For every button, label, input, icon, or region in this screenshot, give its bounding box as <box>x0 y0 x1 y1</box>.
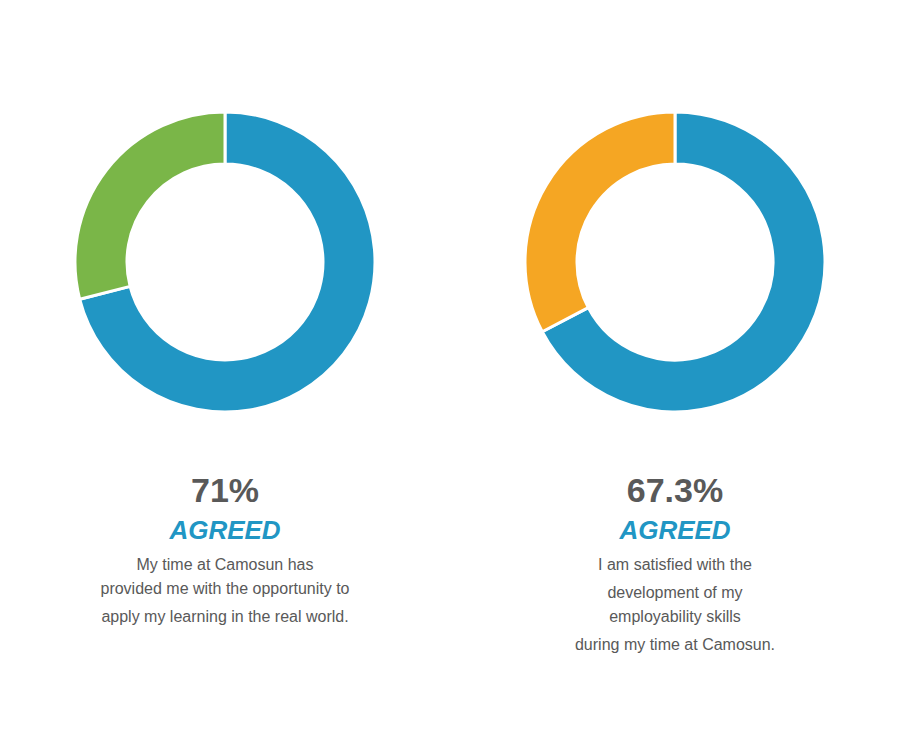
svg-text:provided me with the opportuni: provided me with the opportunity to <box>100 580 349 597</box>
svg-text:71%: 71% <box>191 471 259 509</box>
svg-text:apply my learning in the real: apply my learning in the real world. <box>101 608 348 625</box>
svg-text:67.3%: 67.3% <box>627 471 723 509</box>
svg-text:AGREED: AGREED <box>168 515 280 545</box>
svg-text:employability skills: employability skills <box>609 608 741 625</box>
svg-text:AGREED: AGREED <box>618 515 730 545</box>
svg-text:My time at Camosun has: My time at Camosun has <box>137 556 314 573</box>
svg-text:during my time at Camosun.: during my time at Camosun. <box>575 636 775 653</box>
svg-text:development of my: development of my <box>607 584 742 601</box>
svg-text:I am satisfied with the: I am satisfied with the <box>598 556 752 573</box>
